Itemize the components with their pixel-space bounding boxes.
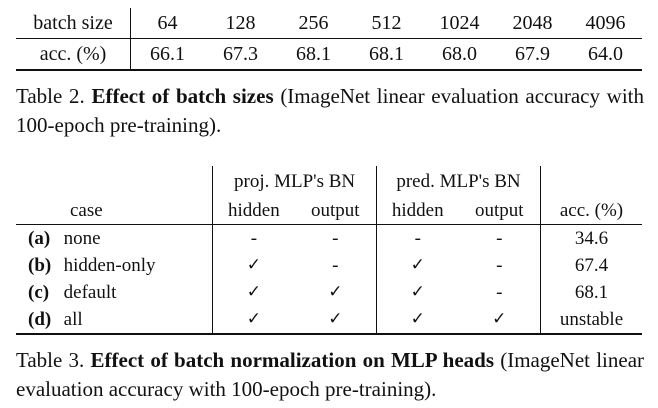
proj-hidden-value: -	[250, 228, 258, 249]
proj-mlp-bn-header: proj. MLP's BN	[212, 166, 378, 196]
accuracy-cell: 68.1	[350, 38, 423, 71]
batch-size-label: batch size	[16, 8, 131, 39]
mlp-bn-table: proj. MLP's BN pred. MLP's BN case hidde…	[16, 166, 642, 335]
table2-caption-title: Effect of batch sizes	[91, 84, 274, 108]
pred-hidden-value: ✓	[376, 306, 459, 335]
proj-output-header: output	[294, 196, 378, 225]
pred-output-value: -	[458, 224, 541, 252]
proj-output-value: ✓	[294, 306, 378, 335]
batch-size-cell: 256	[277, 8, 350, 39]
proj-hidden-value: ✓	[246, 255, 261, 275]
table2-caption-text: (ImageNet linear evaluation accuracy wit…	[16, 84, 645, 137]
batch-size-cell: 128	[204, 8, 277, 39]
table-row: (c) default ✓ ✓ ✓ - 68.1	[16, 279, 642, 306]
accuracy-cell: 68.0	[423, 38, 496, 71]
pred-hidden-value: ✓	[410, 282, 425, 302]
table-row: (d) all ✓ ✓ ✓ ✓ unstable	[16, 306, 642, 335]
table-row: (a) none - - - - 34.6	[16, 224, 642, 252]
row-label: (c)	[28, 282, 50, 303]
acc-value: 68.1	[574, 282, 609, 303]
case-name: default	[63, 279, 214, 306]
pred-output-header: output	[458, 196, 541, 225]
batch-size-cell: 1024	[423, 8, 496, 39]
accuracy-label: acc. (%)	[16, 38, 131, 71]
accuracy-cell: 64.0	[569, 38, 642, 71]
acc-header: acc. (%)	[540, 196, 642, 225]
batch-size-cell: 4096	[569, 8, 642, 39]
pred-hidden-value: ✓	[410, 255, 425, 275]
batch-size-cell: 2048	[496, 8, 569, 39]
pred-mlp-bn-header: pred. MLP's BN	[376, 166, 541, 196]
row-label: (a)	[28, 228, 51, 249]
proj-output-value: -	[294, 252, 378, 279]
accuracy-cell: 66.1	[130, 38, 204, 71]
table3-caption: Table 3. Effect of batch normalization o…	[16, 346, 644, 404]
table3-caption-title: Effect of batch normalization on MLP hea…	[90, 348, 495, 372]
row-label: (d)	[16, 306, 64, 335]
batch-size-cell: 64	[130, 8, 204, 39]
table-row: (b) hidden-only ✓ - ✓ - 67.4	[16, 252, 642, 279]
accuracy-row: acc. (%) 66.1 67.3 68.1 68.1 68.0 67.9 6…	[16, 38, 642, 71]
case-name: hidden-only	[63, 252, 214, 279]
acc-value: 34.6	[574, 228, 609, 249]
pred-output-value: ✓	[458, 306, 541, 335]
table3-caption-text: (ImageNet linear evaluation accuracy wit…	[16, 348, 645, 401]
accuracy-cell: 67.9	[496, 38, 569, 71]
table2-caption-prefix: Table 2.	[16, 84, 85, 108]
case-name: all	[63, 306, 214, 335]
acc-value: 67.4	[574, 255, 609, 276]
row-label: (b)	[28, 255, 52, 276]
accuracy-cell: 67.3	[204, 38, 277, 71]
column-header-row: case hidden output hidden output acc. (%…	[16, 196, 642, 225]
proj-output-value: -	[294, 224, 378, 252]
case-header: case	[16, 196, 214, 225]
accuracy-cell: 68.1	[277, 38, 350, 71]
table3-caption-prefix: Table 3.	[16, 348, 85, 372]
proj-hidden-value: ✓	[246, 282, 261, 302]
case-name: none	[63, 224, 214, 252]
proj-hidden-value: ✓	[212, 306, 295, 335]
pred-hidden-header: hidden	[376, 196, 459, 225]
batch-size-row: batch size 64 128 256 512 1024 2048 4096	[16, 8, 642, 39]
table2-caption: Table 2. Effect of batch sizes (ImageNet…	[16, 82, 644, 140]
group-header-row: proj. MLP's BN pred. MLP's BN	[16, 166, 642, 196]
pred-output-value: -	[458, 279, 541, 306]
batch-size-table: batch size 64 128 256 512 1024 2048 4096…	[16, 8, 642, 71]
proj-hidden-header: hidden	[212, 196, 295, 225]
pred-output-value: -	[458, 252, 541, 279]
batch-size-cell: 512	[350, 8, 423, 39]
acc-value: unstable	[540, 306, 642, 335]
proj-output-value: ✓	[294, 279, 378, 306]
pred-hidden-value: -	[414, 228, 421, 249]
